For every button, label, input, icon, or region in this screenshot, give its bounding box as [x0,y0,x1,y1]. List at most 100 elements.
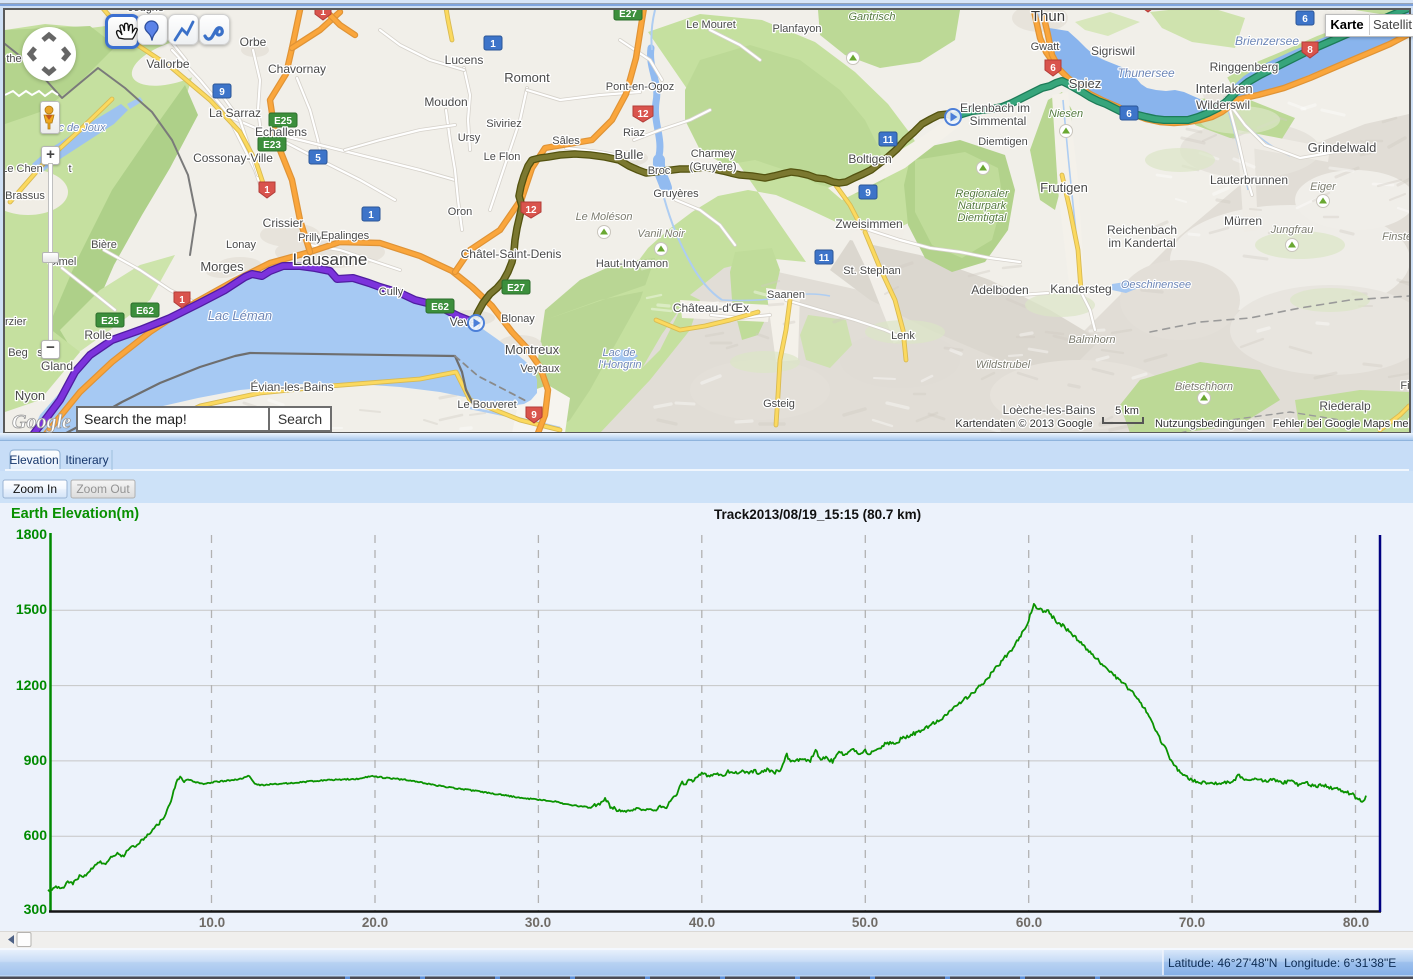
svg-text:1: 1 [179,295,185,306]
svg-text:10.0: 10.0 [199,915,225,930]
svg-text:Track2013/08/19_15:15 (80.7 km: Track2013/08/19_15:15 (80.7 km) [714,507,921,522]
svg-text:Prilly: Prilly [298,232,322,244]
svg-text:c de Joux: c de Joux [58,122,106,134]
svg-text:Cully: Cully [379,286,404,298]
svg-text:the: the [6,53,21,65]
svg-text:Erlenbach im: Erlenbach im [960,101,1030,115]
svg-text:l'Hongrin: l'Hongrin [598,359,641,371]
svg-text:11: 11 [819,253,830,264]
svg-text:Siviriez: Siviriez [486,118,521,130]
svg-text:Interlaken: Interlaken [1195,81,1252,96]
svg-text:Naturpark: Naturpark [958,200,1007,212]
svg-text:Zweisimmen: Zweisimmen [835,217,902,231]
svg-text:Thun: Thun [1031,8,1065,25]
svg-text:Wildstrubel: Wildstrubel [976,359,1031,371]
svg-text:1: 1 [368,210,374,221]
svg-text:9: 9 [865,188,871,199]
svg-text:Bietschhorn: Bietschhorn [1175,381,1233,393]
svg-text:6: 6 [1050,63,1056,74]
svg-text:Broc: Broc [648,165,671,177]
svg-text:Gwatt: Gwatt [1031,41,1060,53]
svg-text:Spiez: Spiez [1069,76,1102,91]
svg-text:9: 9 [531,410,537,421]
svg-text:Boltigen: Boltigen [848,152,891,166]
svg-text:Châtel-Saint-Denis: Châtel-Saint-Denis [461,247,562,261]
svg-text:50.0: 50.0 [852,915,878,930]
svg-text:Ringgenberg: Ringgenberg [1210,60,1279,74]
svg-text:1800: 1800 [16,526,47,542]
svg-text:Moudon: Moudon [424,95,467,109]
svg-text:5: 5 [315,153,321,164]
svg-text:Oeschinensee: Oeschinensee [1121,279,1191,291]
svg-text:Blonay: Blonay [501,313,535,325]
svg-text:t: t [68,163,71,175]
svg-text:Le Moléson: Le Moléson [576,211,633,223]
svg-text:E62: E62 [136,306,154,317]
svg-text:Crissier: Crissier [263,216,304,230]
svg-text:Le Mouret: Le Mouret [686,19,736,31]
svg-text:Haut-Intyamon: Haut-Intyamon [596,258,668,270]
svg-text:9: 9 [219,87,225,98]
svg-text:Fie: Fie [1400,380,1413,392]
svg-text:Bulle: Bulle [615,147,644,162]
svg-text:Elevation: Elevation [9,453,58,467]
svg-text:30.0: 30.0 [525,915,551,930]
svg-text:300: 300 [24,901,48,917]
svg-text:Brienz: Brienz [1319,0,1356,12]
svg-text:6: 6 [1302,14,1308,25]
svg-text:1: 1 [320,7,326,18]
svg-text:Romont: Romont [504,70,550,85]
svg-text:Earth Elevation(m): Earth Elevation(m) [11,506,139,522]
svg-text:La Sarraz: La Sarraz [209,106,261,120]
svg-text:E62: E62 [431,302,449,313]
svg-text:900: 900 [24,752,48,768]
svg-text:St. Stephan: St. Stephan [843,265,901,277]
svg-text:11: 11 [883,135,894,146]
svg-text:70.0: 70.0 [1179,915,1205,930]
svg-text:Planfayon: Planfayon [773,23,822,35]
svg-text:Mürren: Mürren [1224,214,1262,228]
svg-text:Jougne: Jougne [128,2,164,14]
svg-text:Niesen: Niesen [1049,108,1083,120]
svg-text:600: 600 [24,827,48,843]
svg-text:Le Flon: Le Flon [484,151,521,163]
svg-text:Eiger: Eiger [1310,181,1337,193]
svg-text:Lonay: Lonay [226,239,256,251]
svg-text:Echallens: Echallens [255,125,307,139]
svg-text:Cossonay-Ville: Cossonay-Ville [193,151,273,165]
svg-text:Zoom Out: Zoom Out [76,482,130,496]
svg-text:Adelboden: Adelboden [971,283,1028,297]
svg-text:Diemtigtal: Diemtigtal [958,212,1007,224]
svg-text:Montreux: Montreux [505,342,560,357]
svg-text:Saanen: Saanen [767,289,805,301]
svg-text:Évian-les-Bains: Évian-les-Bains [250,379,333,394]
svg-text:20.0: 20.0 [362,915,388,930]
svg-text:Vallorbe: Vallorbe [146,57,189,71]
svg-text:E25: E25 [274,116,292,127]
svg-text:im Kandertal: im Kandertal [1108,236,1175,250]
svg-text:Sigriswil: Sigriswil [1091,44,1135,58]
svg-text:Kartendaten © 2013 Google: Kartendaten © 2013 Google [955,418,1092,430]
svg-text:Epalinges: Epalinges [321,230,370,242]
svg-text:Gsteig: Gsteig [763,398,795,410]
svg-text:(Gruyère): (Gruyère) [689,161,736,173]
svg-text:Morges: Morges [200,259,244,274]
svg-text:Lac Léman: Lac Léman [208,308,272,323]
svg-text:Diemtigen: Diemtigen [978,136,1028,148]
svg-text:Beg: Beg [8,347,28,359]
svg-text:8: 8 [1307,45,1313,56]
svg-text:E25: E25 [101,316,119,327]
svg-text:Simmental: Simmental [970,114,1027,128]
svg-text:Kandersteg: Kandersteg [1050,282,1111,296]
svg-text:Frutigen: Frutigen [1040,180,1088,195]
svg-text:Château-d'Œx: Château-d'Œx [673,301,749,315]
svg-text:Fehler bei Google Maps melde: Fehler bei Google Maps melde [1273,418,1413,430]
svg-text:Lucens: Lucens [445,53,484,67]
svg-text:Grindelwald: Grindelwald [1308,140,1377,155]
svg-text:E23: E23 [263,140,281,151]
svg-text:1: 1 [264,185,270,196]
svg-text:Rolle: Rolle [84,328,112,342]
svg-text:Riederalp: Riederalp [1319,399,1371,413]
svg-text:Jungfrau: Jungfrau [1270,224,1314,236]
svg-text:Oron: Oron [448,206,472,218]
